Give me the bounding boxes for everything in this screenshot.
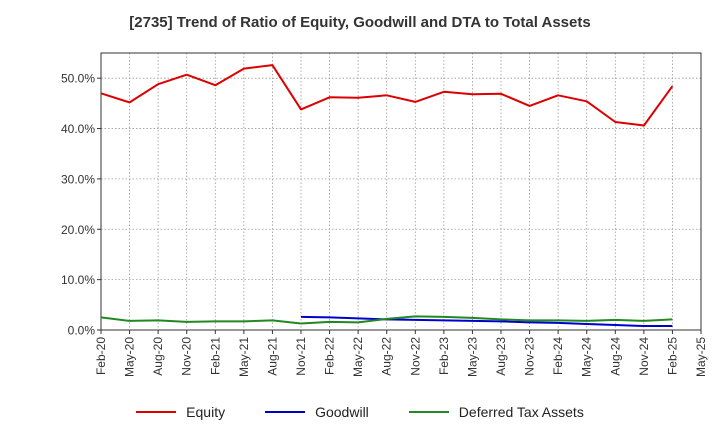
x-tick-label: May-25	[694, 337, 708, 377]
x-tick-label: May-21	[237, 337, 251, 377]
x-tick-label: Feb-24	[551, 337, 565, 375]
x-tick-label: Aug-20	[151, 337, 165, 376]
legend-swatch-goodwill	[265, 411, 306, 413]
legend-item-goodwill: Goodwill	[265, 404, 369, 420]
legend-label-deferred-tax-assets: Deferred Tax Assets	[458, 404, 584, 420]
series-line-equity	[100, 64, 674, 127]
x-tick-label: Aug-21	[265, 337, 279, 376]
x-tick-label: Nov-23	[523, 337, 537, 376]
x-tick-label: Aug-24	[608, 337, 622, 376]
series-line-goodwill	[300, 315, 673, 327]
x-tick-label: Aug-23	[494, 337, 508, 376]
x-tick-label: May-20	[123, 337, 137, 377]
y-tick-label: 20.0%	[61, 223, 95, 237]
legend-swatch-equity	[136, 411, 177, 413]
x-tick-label: Feb-25	[665, 337, 679, 375]
x-tick-label: Nov-22	[408, 337, 422, 376]
y-tick-label: 0.0%	[68, 324, 96, 338]
series-line-deferred-tax-assets	[100, 315, 673, 325]
x-tick-label: Nov-20	[180, 337, 194, 376]
legend-label-equity: Equity	[186, 404, 226, 420]
x-tick-label: Feb-22	[323, 337, 337, 375]
y-tick-label: 10.0%	[61, 273, 95, 287]
x-tick-label: May-22	[351, 337, 365, 377]
legend-label-goodwill: Goodwill	[315, 404, 369, 420]
x-tick-label: Aug-22	[380, 337, 394, 376]
x-tick-label: Feb-23	[437, 337, 451, 375]
x-tick-label: Nov-24	[637, 337, 651, 376]
x-tick-label: May-24	[580, 337, 594, 377]
x-tick-label: Feb-21	[208, 337, 222, 375]
x-tick-label: Nov-21	[294, 337, 308, 376]
y-tick-label: 30.0%	[61, 172, 95, 186]
chart-legend: Equity Goodwill Deferred Tax Assets	[0, 404, 720, 420]
legend-swatch-deferred-tax-assets	[408, 411, 449, 413]
chart-title: [2735] Trend of Ratio of Equity, Goodwil…	[129, 14, 591, 31]
y-tick-label: 50.0%	[61, 72, 95, 86]
x-tick-label: Feb-20	[94, 337, 108, 375]
legend-item-equity: Equity	[136, 404, 225, 420]
y-tick-label: 40.0%	[61, 122, 95, 136]
x-tick-label: May-23	[465, 337, 479, 377]
plot-area-frame	[100, 52, 702, 331]
legend-item-deferred-tax-assets: Deferred Tax Assets	[408, 404, 584, 420]
